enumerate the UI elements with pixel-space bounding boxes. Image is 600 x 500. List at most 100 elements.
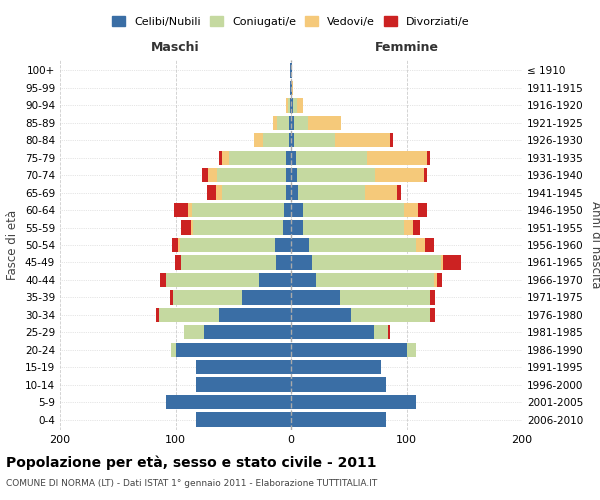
Bar <box>310 238 416 252</box>
Bar <box>216 186 222 200</box>
Bar <box>427 150 430 165</box>
Bar <box>291 342 407 357</box>
Bar <box>404 220 413 234</box>
Bar <box>302 203 404 217</box>
Bar <box>254 133 263 148</box>
Bar <box>291 203 302 217</box>
Bar <box>220 150 222 165</box>
Bar <box>374 325 388 340</box>
Bar <box>291 116 295 130</box>
Bar <box>188 203 191 217</box>
Bar <box>291 290 340 304</box>
Bar <box>208 168 217 182</box>
Bar <box>291 98 293 112</box>
Bar <box>180 238 275 252</box>
Bar <box>430 308 436 322</box>
Bar <box>286 150 291 165</box>
Bar <box>297 98 302 112</box>
Bar <box>184 325 205 340</box>
Bar <box>424 168 427 182</box>
Bar <box>284 203 291 217</box>
Bar <box>388 325 391 340</box>
Bar <box>298 186 365 200</box>
Bar <box>437 273 442 287</box>
Bar <box>196 412 291 426</box>
Bar <box>160 273 166 287</box>
Bar <box>312 256 441 270</box>
Text: Femmine: Femmine <box>374 41 439 54</box>
Bar <box>293 98 297 112</box>
Bar <box>206 186 216 200</box>
Bar <box>175 203 188 217</box>
Bar <box>290 81 291 95</box>
Bar <box>217 168 286 182</box>
Bar <box>178 238 180 252</box>
Bar <box>286 186 291 200</box>
Bar <box>166 273 259 287</box>
Bar <box>275 238 291 252</box>
Bar <box>286 168 291 182</box>
Bar <box>291 238 310 252</box>
Bar <box>170 290 173 304</box>
Bar <box>222 186 286 200</box>
Text: Maschi: Maschi <box>151 41 200 54</box>
Bar <box>263 133 289 148</box>
Bar <box>196 360 291 374</box>
Bar <box>416 238 425 252</box>
Bar <box>434 273 437 287</box>
Bar <box>335 133 391 148</box>
Bar <box>291 64 292 78</box>
Bar <box>316 273 434 287</box>
Bar <box>291 360 381 374</box>
Bar <box>291 168 297 182</box>
Bar <box>340 290 430 304</box>
Text: COMUNE DI NORMA (LT) - Dati ISTAT 1° gennaio 2011 - Elaborazione TUTTITALIA.IT: COMUNE DI NORMA (LT) - Dati ISTAT 1° gen… <box>6 479 377 488</box>
Bar <box>397 186 401 200</box>
Bar <box>291 308 351 322</box>
Bar <box>404 203 418 217</box>
Bar <box>222 150 229 165</box>
Y-axis label: Fasce di età: Fasce di età <box>7 210 19 280</box>
Legend: Celibi/Nubili, Coniugati/e, Vedovi/e, Divorziati/e: Celibi/Nubili, Coniugati/e, Vedovi/e, Di… <box>110 14 472 29</box>
Bar <box>156 308 160 322</box>
Bar <box>291 133 295 148</box>
Bar <box>229 150 286 165</box>
Bar <box>286 98 287 112</box>
Bar <box>171 342 176 357</box>
Bar <box>291 412 386 426</box>
Bar <box>430 290 436 304</box>
Bar <box>259 273 291 287</box>
Bar <box>290 64 291 78</box>
Bar <box>193 220 283 234</box>
Bar <box>302 220 404 234</box>
Bar <box>291 81 292 95</box>
Bar <box>351 308 430 322</box>
Bar <box>365 186 397 200</box>
Bar <box>277 116 289 130</box>
Bar <box>291 273 316 287</box>
Bar <box>176 342 291 357</box>
Bar <box>220 308 291 322</box>
Bar <box>296 150 367 165</box>
Bar <box>290 98 291 112</box>
Bar <box>376 168 424 182</box>
Bar <box>272 116 277 130</box>
Bar <box>291 256 312 270</box>
Bar <box>242 290 291 304</box>
Bar <box>181 220 191 234</box>
Bar <box>166 395 291 409</box>
Bar <box>308 116 341 130</box>
Bar <box>425 238 434 252</box>
Bar <box>295 116 308 130</box>
Bar <box>418 203 427 217</box>
Bar <box>181 256 276 270</box>
Bar <box>173 290 242 304</box>
Bar <box>391 133 392 148</box>
Bar <box>413 220 421 234</box>
Bar <box>289 116 291 130</box>
Bar <box>291 325 374 340</box>
Bar <box>172 238 178 252</box>
Bar <box>295 133 335 148</box>
Bar <box>287 98 290 112</box>
Bar <box>276 256 291 270</box>
